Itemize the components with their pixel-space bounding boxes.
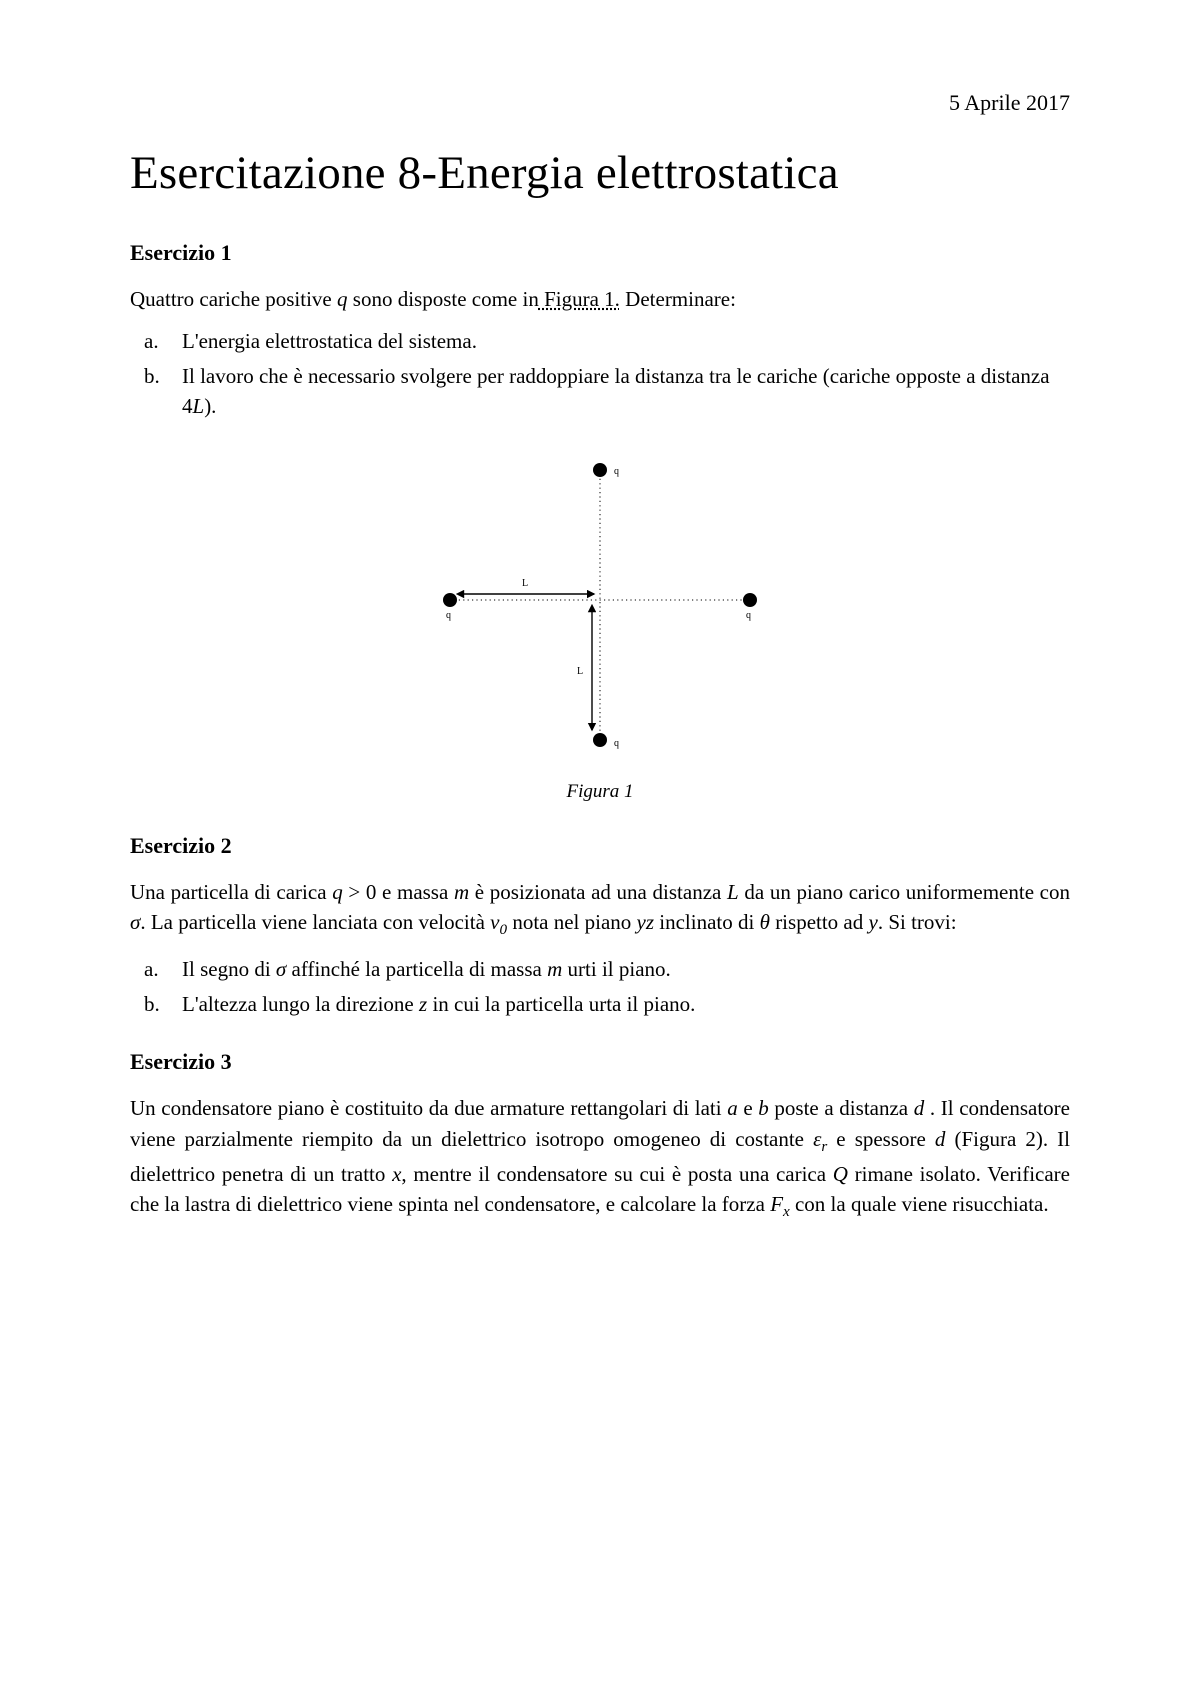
text-run: da un piano carico uniformemente con bbox=[739, 880, 1070, 904]
text-run: poste a distanza bbox=[769, 1096, 914, 1120]
var-Q: Q bbox=[833, 1162, 848, 1186]
var-m: m bbox=[454, 880, 469, 904]
label-L: L bbox=[522, 578, 528, 589]
text-run: L'altezza lungo la direzione bbox=[182, 992, 419, 1016]
var-F: F bbox=[770, 1192, 783, 1216]
document-title: Esercitazione 8-Energia elettrostatica bbox=[130, 146, 1070, 200]
text-run: inclinato di bbox=[654, 910, 760, 934]
var-L: L bbox=[727, 880, 739, 904]
text-run: Determinare: bbox=[620, 287, 736, 311]
figure-1-svg: q q q q L L bbox=[370, 450, 830, 760]
text-run: con la quale viene risucchiata. bbox=[790, 1192, 1049, 1216]
exercise-1-list: a. L'energia elettrostatica del sistema.… bbox=[130, 326, 1070, 421]
var-b: b bbox=[758, 1096, 769, 1120]
text-run: ). bbox=[204, 394, 216, 418]
text-run: . Si trovi: bbox=[878, 910, 957, 934]
list-item: a. L'energia elettrostatica del sistema. bbox=[182, 326, 1070, 356]
label-q: q bbox=[446, 610, 451, 621]
text-run: sono disposte come in bbox=[348, 287, 539, 311]
text-run: in cui la particella urta il piano. bbox=[427, 992, 695, 1016]
sub-0: 0 bbox=[500, 922, 508, 938]
var-m: m bbox=[547, 957, 562, 981]
var-q: q bbox=[332, 880, 343, 904]
text-run: Il segno di bbox=[182, 957, 276, 981]
text-run: > 0 e massa bbox=[343, 880, 454, 904]
var-a: a bbox=[727, 1096, 738, 1120]
label-q: q bbox=[746, 610, 751, 621]
var-theta: θ bbox=[760, 910, 770, 934]
var-L: L bbox=[193, 394, 205, 418]
text-run: L'energia elettrostatica del sistema. bbox=[182, 329, 477, 353]
var-d: d bbox=[914, 1096, 925, 1120]
figure-1: q q q q L L bbox=[130, 450, 1070, 765]
text-run: Un condensatore piano è costituito da du… bbox=[130, 1096, 727, 1120]
label-L: L bbox=[577, 666, 583, 677]
list-marker: a. bbox=[144, 954, 159, 984]
text-run: affinché la particella di massa bbox=[286, 957, 547, 981]
exercise-2-heading: Esercizio 2 bbox=[130, 833, 1070, 859]
document-page: 5 Aprile 2017 Esercitazione 8-Energia el… bbox=[0, 0, 1200, 1697]
exercise-3-heading: Esercizio 3 bbox=[130, 1049, 1070, 1075]
list-item: b. L'altezza lungo la direzione z in cui… bbox=[182, 989, 1070, 1019]
var-sigma: σ bbox=[276, 957, 286, 981]
var-y: y bbox=[869, 910, 878, 934]
text-run: . La particella viene lanciata con veloc… bbox=[140, 910, 490, 934]
text-run: urti il piano. bbox=[562, 957, 671, 981]
var-v: v bbox=[490, 910, 499, 934]
list-marker: b. bbox=[144, 989, 160, 1019]
label-q: q bbox=[614, 466, 619, 477]
var-x: x bbox=[392, 1162, 401, 1186]
figure-1-ref-link[interactable]: Figura 1. bbox=[539, 287, 620, 311]
exercise-1-intro: Quattro cariche positive q sono disposte… bbox=[130, 284, 1070, 314]
text-run: e bbox=[738, 1096, 759, 1120]
text-run: Quattro cariche positive bbox=[130, 287, 337, 311]
var-sigma: σ bbox=[130, 910, 140, 934]
text-run: rispetto ad bbox=[770, 910, 869, 934]
text-run: , mentre il condensatore su cui è posta … bbox=[401, 1162, 832, 1186]
sub-x: x bbox=[783, 1204, 790, 1220]
list-item: b. Il lavoro che è necessario svolgere p… bbox=[182, 361, 1070, 422]
var-yz: yz bbox=[637, 910, 655, 934]
var-d: d bbox=[935, 1127, 946, 1151]
var-z: z bbox=[419, 992, 427, 1016]
list-marker: a. bbox=[144, 326, 159, 356]
exercise-3-paragraph: Un condensatore piano è costituito da du… bbox=[130, 1093, 1070, 1224]
var-q: q bbox=[337, 287, 348, 311]
text-run: e spessore bbox=[827, 1127, 935, 1151]
text-run: è posizionata ad una distanza bbox=[469, 880, 727, 904]
exercise-2-list: a. Il segno di σ affinché la particella … bbox=[130, 954, 1070, 1019]
list-item: a. Il segno di σ affinché la particella … bbox=[182, 954, 1070, 984]
text-run: Il lavoro che è necessario svolgere per … bbox=[182, 364, 1050, 418]
figure-1-caption: Figura 1 bbox=[130, 781, 1070, 803]
document-date: 5 Aprile 2017 bbox=[130, 90, 1070, 116]
label-q: q bbox=[614, 738, 619, 749]
exercise-2-paragraph: Una particella di carica q > 0 e massa m… bbox=[130, 877, 1070, 943]
text-run: Una particella di carica bbox=[130, 880, 332, 904]
exercise-1-heading: Esercizio 1 bbox=[130, 240, 1070, 266]
text-run: nota nel piano bbox=[507, 910, 636, 934]
list-marker: b. bbox=[144, 361, 160, 391]
